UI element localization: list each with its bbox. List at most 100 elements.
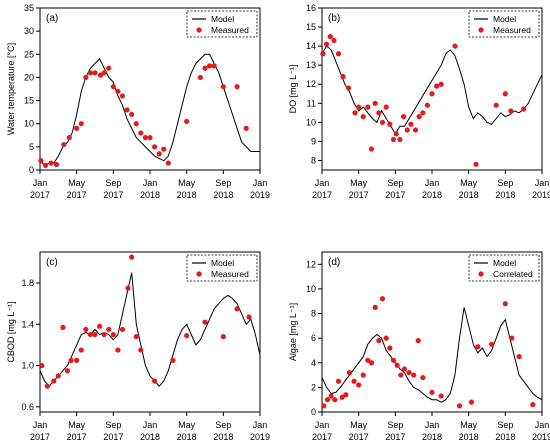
x-tick-label-year: 2018 [495, 190, 515, 200]
y-tick-label: 20 [24, 72, 34, 82]
measured-point [360, 372, 366, 378]
x-tick-label-year: 2017 [30, 432, 50, 442]
x-tick-label-month: Sep [387, 420, 403, 430]
y-axis-title: CBOD [mg L⁻¹] [6, 301, 16, 362]
measured-point [488, 341, 495, 347]
x-tick-label-year: 2018 [177, 432, 197, 442]
x-tick-label-month: May [350, 420, 368, 430]
legend-box [468, 10, 540, 38]
legend-point-swatch [196, 271, 202, 277]
panel-cbod: (c) 0.6 1.0 1.4 1.8 Jan 2017 May 2017 Sep 2017 Jan 2… [6, 251, 270, 442]
measured-point [508, 108, 514, 114]
x-tick-label-month: May [68, 420, 86, 430]
legend-point-swatch [478, 27, 484, 33]
measured-point [147, 135, 153, 141]
measured-point [83, 326, 89, 333]
x-tick-label-month: Sep [387, 178, 403, 188]
x-tick-label-month: Sep [215, 420, 231, 430]
model-line [321, 45, 543, 135]
x-tick-label-year: 2019 [250, 432, 270, 442]
measured-point [368, 146, 375, 152]
measured-point [48, 160, 54, 166]
x-tick-label-month: Jan [33, 420, 48, 430]
y-tick-label: 1.0 [21, 361, 34, 371]
x-tick-label-month: May [68, 178, 86, 188]
measured-point [406, 370, 412, 376]
measured-point [502, 91, 508, 97]
y-tick-label: 25 [24, 49, 34, 59]
legend-label-points: Measured [211, 269, 249, 279]
measured-point [115, 88, 121, 94]
measured-point [335, 378, 342, 384]
measured-point [106, 326, 112, 333]
measured-point [393, 131, 399, 137]
measured-point [142, 135, 149, 141]
legend-point-swatch [478, 271, 484, 277]
x-tick-label-month: Jan [33, 178, 48, 188]
measured-point [197, 74, 204, 81]
measured-point [110, 331, 116, 338]
measured-point [64, 368, 71, 374]
measured-point [433, 83, 440, 89]
model-line [321, 307, 543, 403]
measured-point [115, 347, 121, 353]
x-tick-label-month: Jan [315, 178, 330, 188]
legend-point-swatch [196, 27, 202, 33]
measured-point [412, 127, 419, 133]
x-tick-label-month: Sep [215, 178, 231, 188]
measured-point [352, 110, 358, 116]
measured-point [408, 121, 414, 127]
measured-point [234, 84, 240, 90]
x-tick-label-year: 2017 [30, 190, 50, 200]
measured-point [101, 331, 107, 338]
measured-point [61, 141, 67, 148]
y-tick-label: 16 [306, 3, 316, 13]
y-tick-label: 11 [307, 98, 316, 108]
measured-point [38, 158, 44, 164]
measured-point [456, 403, 463, 409]
x-tick-label-year: 2017 [349, 432, 369, 442]
y-tick-label: 0 [29, 165, 34, 175]
legend-label-model: Model [211, 258, 234, 268]
y-tick-label: 8 [311, 155, 316, 165]
y-tick-label: 1.8 [21, 278, 34, 288]
measured-point [424, 102, 431, 108]
x-tick-label-year: 2017 [67, 190, 87, 200]
x-tick-label-month: Jan [143, 420, 158, 430]
measured-point [44, 383, 50, 389]
measured-point [184, 118, 190, 124]
y-axis-title: Water temperature [°C] [6, 43, 16, 135]
x-tick-label-year: 2018 [140, 432, 160, 442]
x-tick-label-month: Jan [425, 178, 440, 188]
measured-point [96, 323, 103, 329]
measured-point [372, 100, 378, 106]
measured-point [415, 338, 421, 344]
measured-point [383, 335, 389, 341]
legend-label-model: Model [211, 14, 234, 24]
measured-point [390, 357, 397, 363]
measured-point [324, 397, 331, 403]
measured-point [110, 84, 116, 90]
measured-point [365, 104, 371, 110]
x-tick-label-year: 2018 [213, 432, 233, 442]
measured-point [473, 161, 479, 167]
measured-point [220, 334, 226, 340]
measured-point [401, 366, 408, 372]
measured-point [332, 397, 338, 403]
y-tick-label: 35 [24, 3, 34, 13]
measured-point [78, 121, 84, 127]
panel-do: (b) 8 9 10 11 12 13 14 15 16 Jan 2017 May 2017 Sep 2017… [288, 3, 550, 200]
measured-point [119, 326, 126, 333]
model-line [39, 272, 261, 387]
y-tick-label: 14 [306, 41, 316, 51]
measured-point [156, 151, 162, 157]
legend-label-model: Model [493, 258, 516, 268]
measured-point [376, 338, 382, 344]
measured-point [452, 43, 458, 49]
measured-point [53, 161, 60, 168]
measured-point [521, 106, 527, 112]
panel-label: (b) [328, 13, 340, 24]
measured-point [138, 347, 144, 353]
y-axis-title: Algae [mg L⁻¹] [288, 303, 298, 361]
